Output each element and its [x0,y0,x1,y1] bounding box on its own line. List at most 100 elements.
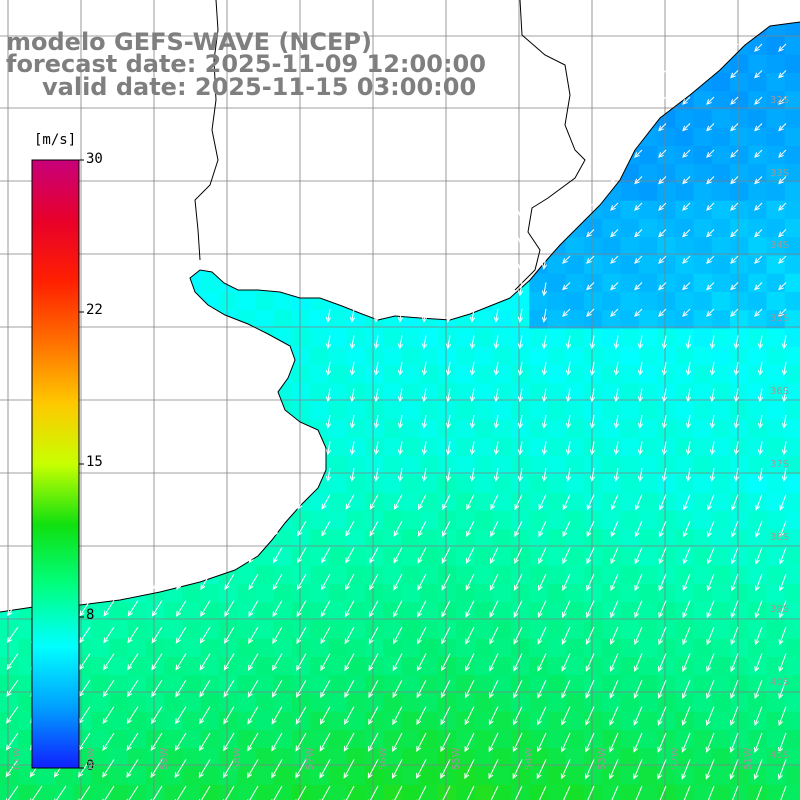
wind-arrow [200,785,211,800]
wind-speed-cell [784,237,800,257]
wind-arrow-head [779,531,785,538]
wind-speed-cell [748,456,768,476]
wind-arrow [31,785,43,800]
wind-arrow [682,255,691,264]
wind-speed-cell [693,237,713,257]
wind-speed-cell [675,310,695,330]
wind-speed-cell [237,675,257,695]
wind-arrow [7,600,19,616]
wind-arrow [682,70,691,78]
wind-speed-cell [328,456,348,476]
wind-arrow [272,653,283,671]
wind-speed-cell [273,730,293,749]
wind-arrow [657,732,667,752]
wind-speed-cell [748,419,768,439]
wind-speed-cell [657,365,676,384]
wind-arrow [731,573,739,591]
wind-arrow [615,414,619,428]
wind-arrow-head [373,343,380,350]
wind-arrow [731,494,739,510]
wind-arrow [321,520,331,536]
wind-arrow-head [517,449,524,456]
wind-speed-cell [91,602,111,622]
wind-arrow-head [102,744,108,751]
wind-arrow [368,679,379,698]
wind-arrow-head [706,125,712,132]
wind-speed-cell [438,346,457,366]
wind-speed-cell [328,365,348,384]
wind-arrow-head [634,205,640,211]
wind-speed-cell [730,328,749,348]
wind-speed-cell [657,127,676,147]
lat-label: 32S [770,95,790,106]
wind-speed-cell [748,584,768,603]
wind-arrow-head [368,692,374,699]
wind-speed-cell [127,784,147,800]
wind-speed-cell [657,492,676,512]
wind-speed-cell [547,620,567,640]
wind-speed-cell [419,638,439,658]
wind-arrow-head [753,773,759,780]
wind-arrow-head [755,558,760,565]
wind-speed-cell [730,127,749,147]
wind-speed-cell [164,784,184,800]
wind-speed-cell [711,438,731,457]
wind-arrow [417,600,427,617]
wind-arrow-head [706,178,712,185]
wind-arrow [779,547,787,564]
wind-arrow-head [421,449,428,456]
wind-speed-cell [675,438,695,457]
wind-arrow [615,335,619,349]
wind-arrow [610,229,619,237]
wind-arrow [392,759,403,779]
wind-arrow [466,494,475,510]
wind-speed-cell [401,529,421,549]
wind-speed-cell [784,638,800,658]
wind-arrow [735,414,739,428]
wind-arrow [633,679,643,698]
wind-arrow [7,626,19,643]
wind-arrow-head [610,205,616,211]
wind-speed-cell [383,346,403,366]
wind-arrow-head [709,422,716,429]
wind-speed-cell [638,328,658,348]
wind-arrow-head [513,665,519,672]
wind-speed-cell [657,273,676,293]
wind-arrow-head [345,557,351,564]
wind-speed-cell [0,748,19,768]
wind-arrow-head [682,639,688,646]
wind-speed-cell [784,182,800,202]
wind-speed-cell [748,237,768,257]
wind-speed-cell [766,54,786,74]
wind-speed-cell [292,529,311,549]
wind-arrow [537,653,547,671]
wind-speed-cell [328,748,348,768]
wind-arrow-head [778,284,784,291]
wind-arrow-head [585,746,590,753]
wind-speed-cell [219,693,238,713]
wind-arrow [465,600,475,617]
wind-speed-cell [492,547,512,567]
wind-speed-cell [492,657,512,676]
wind-arrow [730,308,739,317]
wind-speed-cell [237,748,257,768]
wind-arrow [248,600,259,617]
wind-speed-cell [492,401,512,421]
wind-arrow-head [465,665,470,672]
wind-speed-cell [73,766,92,786]
wind-arrow [488,732,499,752]
wind-arrow-head [565,449,572,456]
wind-arrow-head [730,125,736,132]
wind-arrow [519,202,523,216]
wind-arrow-head [271,718,277,725]
wind-speed-cell [620,419,640,439]
wind-speed-cell [529,784,549,800]
wind-speed-cell [456,346,476,366]
wind-arrow [345,785,355,800]
wind-speed-cell [219,711,238,731]
wind-arrow-head [397,343,404,350]
wind-speed-cell [310,638,330,658]
wind-arrow-head [391,772,397,779]
wind-speed-cell [693,273,713,293]
wind-arrow-head [517,475,524,482]
